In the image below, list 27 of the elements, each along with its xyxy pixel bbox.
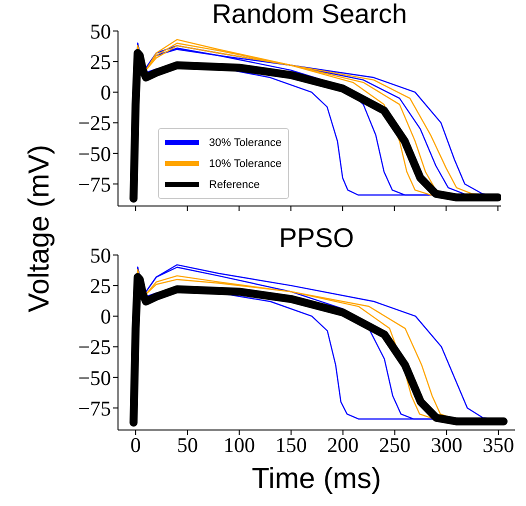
y-tick-label: 25 — [90, 50, 111, 74]
legend-label: 10% Tolerance — [209, 158, 282, 170]
y-tick-label: −75 — [78, 396, 111, 420]
y-tick-label: 50 — [90, 19, 111, 44]
y-tick-label: 0 — [100, 304, 111, 329]
x-tick-label: 100 — [224, 432, 256, 457]
x-tick-label: 350 — [482, 432, 514, 457]
y-tick-label: −75 — [78, 172, 111, 196]
legend-label: Reference — [209, 178, 260, 190]
y-tick-label: −50 — [78, 366, 111, 390]
x-tick-label: 0 — [130, 432, 141, 457]
chart-title: Random Search — [210, 0, 408, 29]
y-tick-label: 0 — [100, 80, 111, 105]
legend-label: 30% Tolerance — [209, 136, 282, 148]
x-tick-label: 300 — [430, 432, 462, 457]
y-tick-label: −25 — [78, 335, 111, 360]
y-axis-title: Voltage (mV) — [24, 144, 56, 314]
x-tick-label: 50 — [176, 432, 198, 457]
x-tick-label: 150 — [275, 432, 307, 457]
x-axis-title: Time (ms) — [250, 463, 382, 496]
y-tick-label: −50 — [78, 142, 111, 166]
chart-title: PPSO — [278, 223, 356, 253]
x-tick-label: 250 — [379, 432, 411, 457]
y-tick-label: 25 — [90, 274, 111, 298]
x-tick-label: 200 — [327, 432, 359, 457]
y-tick-label: 50 — [90, 243, 111, 268]
y-tick-label: −25 — [78, 111, 111, 136]
